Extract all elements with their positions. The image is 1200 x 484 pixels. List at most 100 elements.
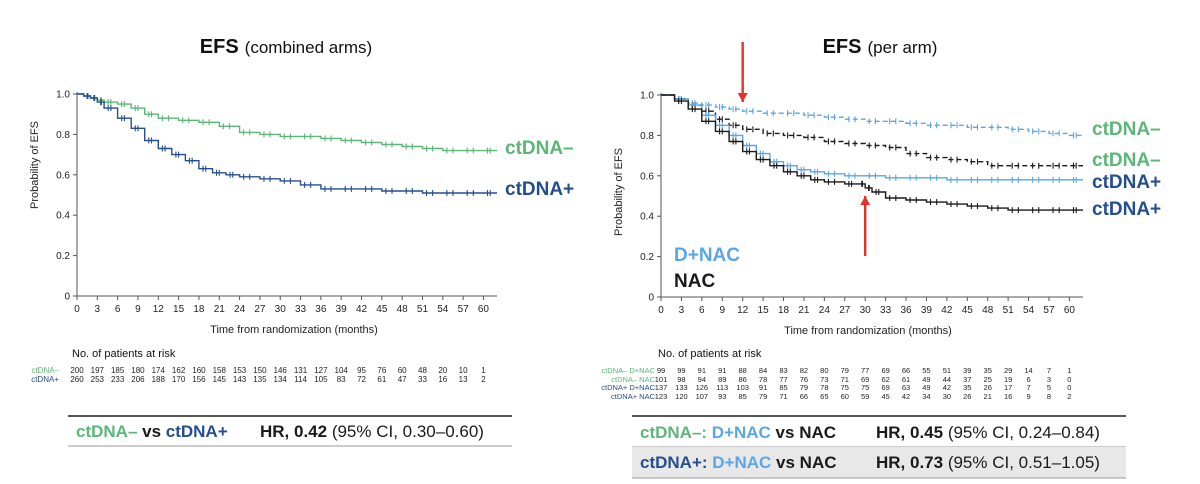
x-tick-label: 33 — [295, 304, 307, 315]
hr-row-combined-hr-label: HR, — [260, 421, 294, 441]
risk-cell: 25 — [984, 375, 992, 384]
risk-cell: 63 — [902, 383, 910, 392]
risk-cell: 86 — [739, 375, 747, 384]
risk-row-label: ctDNA– NAC — [611, 375, 655, 384]
hr-row-neg-vs: vs — [770, 422, 800, 442]
risk-cell: 69 — [881, 366, 889, 375]
risk-cell: 7 — [1047, 366, 1051, 375]
risk-cell: 2 — [481, 375, 486, 384]
km-curve-ctdna- — [77, 93, 497, 152]
y-tick-label: 0.6 — [640, 171, 654, 182]
risk-cell: 76 — [377, 366, 386, 375]
km-curve-ctdna-d-nac — [661, 94, 1083, 137]
risk-cell: 77 — [779, 375, 787, 384]
right-arm-label-dnac: D+NAC — [674, 245, 740, 266]
left-risk-heading: No. of patients at risk — [72, 348, 176, 360]
left-ylabel: Probability of EFS — [29, 121, 41, 209]
x-tick-label: 39 — [921, 305, 933, 316]
risk-cell: 49 — [922, 375, 930, 384]
risk-cell: 10 — [459, 366, 468, 375]
risk-cell: 131 — [294, 366, 308, 375]
risk-cell: 150 — [253, 366, 267, 375]
x-tick-label: 39 — [336, 304, 348, 315]
right-arm-label-nac: NAC — [674, 271, 715, 292]
x-tick-label: 24 — [819, 305, 831, 316]
risk-cell: 180 — [131, 366, 145, 375]
risk-cell: 13 — [459, 375, 468, 384]
x-tick-label: 12 — [737, 305, 749, 316]
risk-cell: 8 — [1047, 392, 1051, 401]
y-tick-label: 0.4 — [56, 211, 70, 222]
risk-cell: 29 — [1004, 366, 1012, 375]
hr-row-pos-hr: HR, 0.73 (95% CI, 0.51–1.05) — [876, 453, 1100, 473]
risk-cell: 114 — [294, 375, 307, 384]
risk-cell: 99 — [657, 366, 665, 375]
x-tick-label: 3 — [679, 305, 685, 316]
hr-row-neg-arm-a: D+NAC — [707, 422, 771, 442]
right-title-sub: (per arm) — [868, 38, 938, 57]
right-risk-table: ctDNA– D+NAC 99 99 91 91 88 84 83 82 80 79 77 69 66 55… — [601, 366, 1071, 401]
risk-cell: 45 — [881, 392, 889, 401]
risk-cell: 35 — [963, 383, 971, 392]
risk-row-label: ctDNA– — [31, 366, 59, 375]
risk-cell: 6 — [1026, 375, 1030, 384]
hr-row-neg-hr-label: HR, — [876, 422, 910, 442]
hr-row-pos-arm-a: D+NAC — [707, 453, 772, 472]
risk-cell: 200 — [70, 366, 84, 375]
risk-cell: 133 — [675, 383, 688, 392]
risk-cell: 26 — [963, 392, 971, 401]
risk-cell: 88 — [739, 366, 747, 375]
risk-cell: 78 — [820, 383, 828, 392]
left-title-main: EFS — [200, 36, 239, 58]
hr-row-pos-hr-label: HR, — [876, 453, 910, 472]
risk-cell: 84 — [759, 366, 767, 375]
x-tick-label: 54 — [437, 304, 449, 315]
risk-cell: 59 — [861, 392, 869, 401]
risk-cell: 95 — [357, 366, 366, 375]
hr-row-pos-hr-value: 0.73 — [910, 453, 944, 472]
risk-cell: 30 — [943, 392, 951, 401]
x-tick-label: 42 — [941, 305, 953, 316]
risk-cell: 26 — [984, 383, 992, 392]
km-curve-ctdna- — [77, 93, 497, 194]
km-curve-ctdna-d-nac — [661, 94, 1083, 181]
risk-cell: 101 — [655, 375, 668, 384]
risk-cell: 206 — [131, 375, 145, 384]
x-tick-label: 9 — [135, 304, 141, 315]
risk-cell: 39 — [963, 366, 971, 375]
right-legend-ctdna-neg-2: ctDNA– — [1092, 150, 1161, 171]
risk-cell: 83 — [337, 375, 346, 384]
risk-cell: 91 — [718, 366, 726, 375]
x-tick-label: 60 — [1064, 305, 1076, 316]
risk-cell: 0 — [1067, 375, 1071, 384]
x-tick-label: 33 — [880, 305, 892, 316]
risk-cell: 69 — [881, 383, 889, 392]
hr-row-ctdna-neg: ctDNA–: D+NAC vs NAC HR, 0.45 (95% CI, 0… — [632, 418, 1126, 447]
x-tick-label: 57 — [1043, 305, 1055, 316]
left-title-sub: (combined arms) — [245, 38, 373, 57]
risk-cell: 98 — [677, 375, 685, 384]
risk-cell: 66 — [800, 392, 808, 401]
risk-cell: 91 — [759, 383, 767, 392]
risk-cell: 174 — [152, 366, 166, 375]
risk-cell: 145 — [213, 375, 227, 384]
x-tick-label: 48 — [397, 304, 409, 315]
risk-cell: 69 — [861, 375, 869, 384]
risk-cell: 103 — [736, 383, 749, 392]
risk-cell: 94 — [698, 375, 706, 384]
y-tick-label: 1.0 — [56, 90, 70, 101]
right-legend-ctdna-pos-1: ctDNA+ — [1092, 172, 1161, 193]
right-title: EFS (per arm) — [823, 36, 938, 58]
arrow-head-up — [860, 196, 871, 205]
panel-per-arm: EFS (per arm) Probability of EFS Time fro… — [601, 36, 1161, 401]
risk-cell: 34 — [922, 392, 930, 401]
x-tick-label: 57 — [458, 304, 470, 315]
risk-cell: 89 — [718, 375, 726, 384]
risk-cell: 143 — [233, 375, 247, 384]
risk-cell: 188 — [152, 375, 166, 384]
risk-cell: 37 — [963, 375, 971, 384]
x-tick-label: 51 — [1003, 305, 1015, 316]
risk-cell: 3 — [1047, 375, 1051, 384]
risk-cell: 80 — [820, 366, 828, 375]
risk-cell: 126 — [696, 383, 709, 392]
